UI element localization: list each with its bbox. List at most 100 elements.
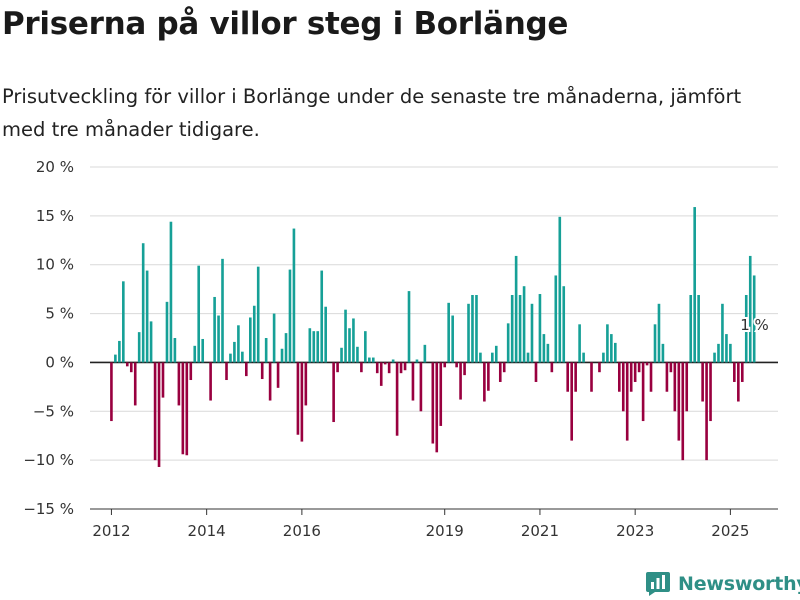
- bar: [268, 362, 272, 401]
- bar: [185, 362, 189, 456]
- bar: [725, 334, 728, 363]
- bar: [502, 362, 506, 373]
- bar: [625, 362, 629, 441]
- bar: [177, 362, 181, 406]
- bar: [606, 324, 609, 363]
- bar: [677, 362, 681, 441]
- bar: [423, 344, 427, 363]
- bar: [467, 303, 470, 363]
- bar: [280, 348, 284, 363]
- bar: [483, 362, 486, 402]
- chart-subtitle: Prisutveckling för villor i Borlänge und…: [2, 85, 742, 141]
- bar: [229, 353, 232, 363]
- bar: [312, 331, 316, 363]
- bar: [344, 309, 347, 363]
- bar: [193, 345, 197, 363]
- x-tick-label: 2023: [616, 522, 654, 540]
- y-tick-label: −10 %: [23, 451, 74, 469]
- bar: [526, 352, 530, 363]
- bar: [395, 362, 399, 436]
- bar: [161, 362, 165, 398]
- bar: [613, 342, 617, 363]
- bar: [653, 324, 657, 363]
- bar: [748, 255, 752, 363]
- bar: [201, 338, 205, 363]
- y-tick-label: 10 %: [36, 256, 74, 274]
- x-tick-label: 2019: [426, 522, 464, 540]
- bar: [431, 362, 435, 444]
- bar: [554, 275, 558, 363]
- bar: [721, 303, 724, 363]
- bar: [435, 362, 439, 453]
- bar: [510, 295, 514, 363]
- bar: [570, 362, 574, 441]
- bar: [308, 328, 312, 363]
- bar: [744, 295, 748, 363]
- bar: [233, 341, 236, 363]
- bar: [110, 362, 113, 422]
- bar: [149, 321, 153, 363]
- page-title: Priserna på villor steg i Borlänge: [2, 6, 569, 42]
- bar: [122, 281, 125, 363]
- bar: [284, 333, 288, 363]
- bar: [260, 362, 264, 380]
- bar: [320, 270, 324, 363]
- bar: [709, 362, 712, 422]
- bar: [451, 315, 454, 363]
- bar: [324, 306, 327, 363]
- bar: [249, 317, 252, 363]
- bar: [574, 362, 577, 392]
- bar: [272, 313, 276, 363]
- bar: [133, 362, 137, 406]
- bar: [340, 347, 343, 363]
- bar: [701, 362, 704, 402]
- bar: [506, 323, 510, 363]
- bar: [264, 338, 268, 363]
- y-tick-label: −15 %: [23, 500, 74, 518]
- bar: [352, 318, 355, 363]
- bar: [522, 286, 526, 363]
- bar: [740, 362, 744, 382]
- bar: [360, 362, 363, 373]
- bar: [645, 362, 649, 366]
- bar: [637, 362, 641, 373]
- bar: [661, 343, 665, 363]
- bar: [145, 270, 149, 363]
- bar: [443, 362, 447, 368]
- bar: [332, 362, 335, 423]
- last-value-label: 1 %: [740, 316, 769, 334]
- x-tick-label: 2025: [711, 522, 749, 540]
- bar: [610, 334, 613, 363]
- y-axis-labels: −15 % −10 % −5 % 0 % 5 % 10 % 15 % 20 %: [23, 158, 74, 518]
- bar: [237, 325, 240, 363]
- bar: [411, 362, 415, 401]
- bar: [487, 362, 490, 391]
- bar: [633, 362, 637, 382]
- bar: [415, 359, 419, 363]
- bar: [729, 343, 732, 363]
- bar: [252, 305, 256, 363]
- bar: [189, 362, 193, 381]
- y-tick-label: 20 %: [36, 158, 74, 176]
- bar: [141, 243, 145, 363]
- bar: [292, 228, 296, 363]
- bar: [629, 362, 633, 392]
- grid-lines: [90, 166, 778, 510]
- brand-name: Newsworthy: [678, 573, 800, 595]
- bar: [617, 362, 621, 392]
- bar: [114, 354, 117, 363]
- bar: [514, 255, 518, 363]
- bar: [705, 362, 708, 461]
- brand-logo[interactable]: Newsworthy: [645, 569, 800, 599]
- bar: [391, 359, 395, 363]
- bar: [657, 303, 661, 363]
- bar: [693, 207, 696, 363]
- bar: [590, 362, 593, 392]
- bar: [276, 362, 280, 388]
- bar: [364, 331, 367, 363]
- bar: [256, 266, 260, 363]
- bar: [387, 362, 391, 374]
- bar: [169, 221, 173, 363]
- bar: [582, 352, 585, 363]
